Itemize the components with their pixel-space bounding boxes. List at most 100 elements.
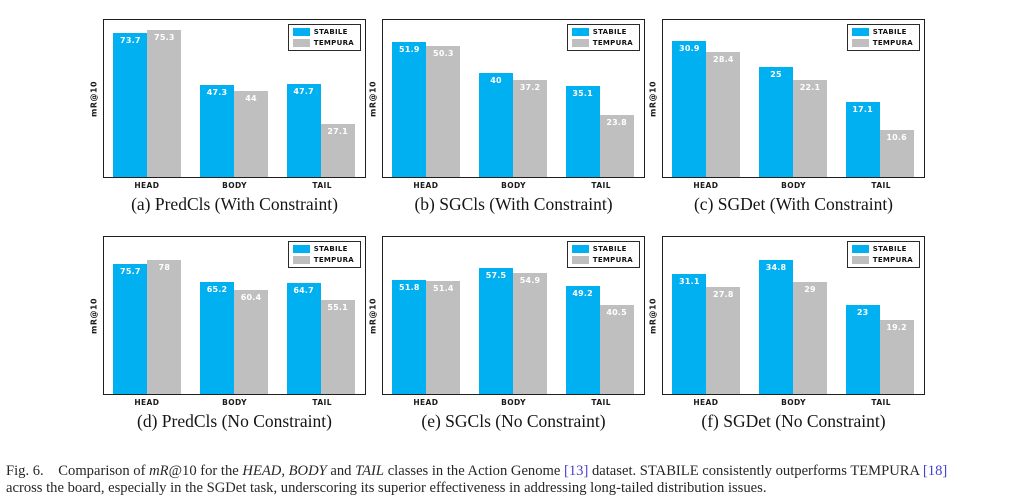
legend-d: STABILE TEMPURA [287, 241, 361, 268]
bar-value-label: 44 [245, 94, 257, 103]
bar-tempura-body: 37.2 [513, 80, 547, 177]
subplot-caption-d: (d) PredCls (No Constraint) [137, 411, 332, 431]
x-tick-tail: TAIL [871, 181, 891, 190]
caption-italic-term: TAIL [355, 462, 385, 479]
bar-tempura-body: 54.9 [513, 273, 547, 394]
legend-item-stabile: STABILE [571, 245, 633, 253]
bar-value-label: 57.5 [485, 271, 507, 280]
x-tick-labels: HEAD BODY TAIL [103, 181, 366, 190]
legend-label: TEMPURA [592, 255, 633, 264]
bar-tempura-head: 78 [147, 260, 182, 394]
x-tick-body: BODY [222, 398, 247, 407]
legend-item-tempura: TEMPURA [571, 255, 633, 264]
x-tick-head: HEAD [134, 181, 160, 190]
legend-item-stabile: STABILE [851, 245, 913, 253]
x-tick-body: BODY [222, 181, 247, 190]
bar-tempura-head: 28.4 [706, 52, 741, 177]
caption-italic-term: mR [149, 462, 169, 479]
bar-tempura-head: 50.3 [426, 46, 461, 177]
bar-value-label: 30.9 [679, 44, 700, 53]
bar-stabile-body: 25 [759, 67, 793, 177]
legend-swatch-tempura-icon [571, 39, 589, 47]
x-tick-labels: HEAD BODY TAIL [103, 398, 366, 407]
bar-value-label: 65.2 [206, 285, 228, 294]
bar-tempura-tail: 40.5 [599, 305, 634, 394]
legend-swatch-stabile-icon [571, 245, 589, 253]
x-tick-tail: TAIL [591, 181, 611, 190]
legend-swatch-tempura-icon [851, 256, 869, 264]
x-tick-labels: HEAD BODY TAIL [382, 181, 645, 190]
legend-label: TEMPURA [872, 38, 913, 47]
legend-swatch-stabile-icon [292, 245, 310, 253]
figure-caption: Fig. 6. Comparison of mR@10 for the HEAD… [6, 463, 1020, 497]
bar-tempura-body: 22.1 [793, 80, 827, 177]
bar-value-label: 23 [856, 308, 869, 317]
y-axis-label: mR@10 [368, 297, 378, 334]
caption-italic-term: HEAD [242, 462, 282, 479]
legend-label: STABILE [313, 27, 348, 36]
caption-text: Fig. 6. Comparison of [6, 462, 150, 479]
legend-label: TEMPURA [313, 38, 354, 47]
legend-f: STABILE TEMPURA [846, 241, 920, 268]
caption-text: classes in the Action Genome [384, 462, 564, 479]
legend-swatch-stabile-icon [571, 28, 589, 36]
bar-value-label: 35.1 [572, 89, 593, 98]
bar-value-label: 78 [158, 263, 171, 272]
bar-tempura-tail: 10.6 [879, 130, 914, 177]
bar-value-label: 40 [490, 76, 502, 85]
legend-c: STABILE TEMPURA [846, 24, 920, 51]
legend-a: STABILE TEMPURA [287, 24, 361, 51]
bar-value-label: 64.7 [293, 286, 314, 295]
x-tick-labels: HEAD BODY TAIL [662, 398, 925, 407]
bar-tempura-tail: 55.1 [320, 300, 355, 394]
legend-item-tempura: TEMPURA [571, 38, 633, 47]
caption-text: dataset. STABILE consistently outperform… [588, 462, 923, 479]
legend-item-tempura: TEMPURA [851, 38, 913, 47]
bar-tempura-body: 44 [234, 91, 268, 177]
legend-swatch-tempura-icon [851, 39, 869, 47]
bar-stabile-tail: 17.1 [845, 102, 880, 177]
x-tick-body: BODY [781, 398, 806, 407]
legend-label: STABILE [592, 27, 627, 36]
legend-item-tempura: TEMPURA [292, 38, 354, 47]
subplot-caption-a: (a) PredCls (With Constraint) [131, 194, 338, 214]
bar-stabile-tail: 49.2 [565, 286, 600, 394]
subplot-caption-e: (e) SGCls (No Constraint) [421, 411, 606, 431]
bar-value-label: 19.2 [886, 323, 907, 332]
plot-area-b: 51.9 50.3 40 37.2 35.1 23.8 STABILE TEMPURA [382, 19, 645, 178]
caption-italic-term: BODY [288, 462, 327, 479]
bar-value-label: 60.4 [240, 293, 262, 302]
caption-text: @10 for the [168, 462, 243, 479]
bar-value-label: 49.2 [572, 289, 593, 298]
bar-stabile-tail: 47.7 [286, 84, 321, 177]
bar-tempura-body: 29 [793, 282, 827, 394]
x-tick-head: HEAD [693, 398, 719, 407]
legend-swatch-stabile-icon [292, 28, 310, 36]
bar-stabile-body: 65.2 [200, 282, 234, 394]
bar-tempura-head: 27.8 [706, 287, 741, 394]
x-tick-tail: TAIL [312, 398, 332, 407]
bar-value-label: 51.8 [399, 283, 420, 292]
bar-stabile-body: 47.3 [200, 85, 234, 177]
legend-label: TEMPURA [592, 38, 633, 47]
plot-area-f: 31.1 27.8 34.8 29 23 19.2 STABILE TEMPURA [662, 236, 925, 395]
bar-value-label: 29 [804, 285, 816, 294]
x-tick-head: HEAD [134, 398, 160, 407]
bar-value-label: 10.6 [886, 133, 907, 142]
legend-swatch-stabile-icon [851, 28, 869, 36]
legend-swatch-tempura-icon [292, 39, 310, 47]
bar-value-label: 47.7 [293, 87, 314, 96]
x-tick-body: BODY [501, 181, 526, 190]
bar-stabile-tail: 23 [845, 305, 880, 394]
bar-value-label: 37.2 [519, 83, 541, 92]
plot-area-c: 30.9 28.4 25 22.1 17.1 10.6 STABILE TEMPURA [662, 19, 925, 178]
x-tick-body: BODY [501, 398, 526, 407]
legend-swatch-stabile-icon [851, 245, 869, 253]
plot-area-d: 75.7 78 65.2 60.4 64.7 55.1 STABILE TEMPURA [103, 236, 366, 395]
legend-b: STABILE TEMPURA [566, 24, 640, 51]
plot-area-e: 51.8 51.4 57.5 54.9 49.2 40.5 STABILE TEMPURA [382, 236, 645, 395]
y-axis-label: mR@10 [648, 297, 658, 334]
bar-value-label: 51.9 [399, 45, 420, 54]
x-tick-body: BODY [781, 181, 806, 190]
